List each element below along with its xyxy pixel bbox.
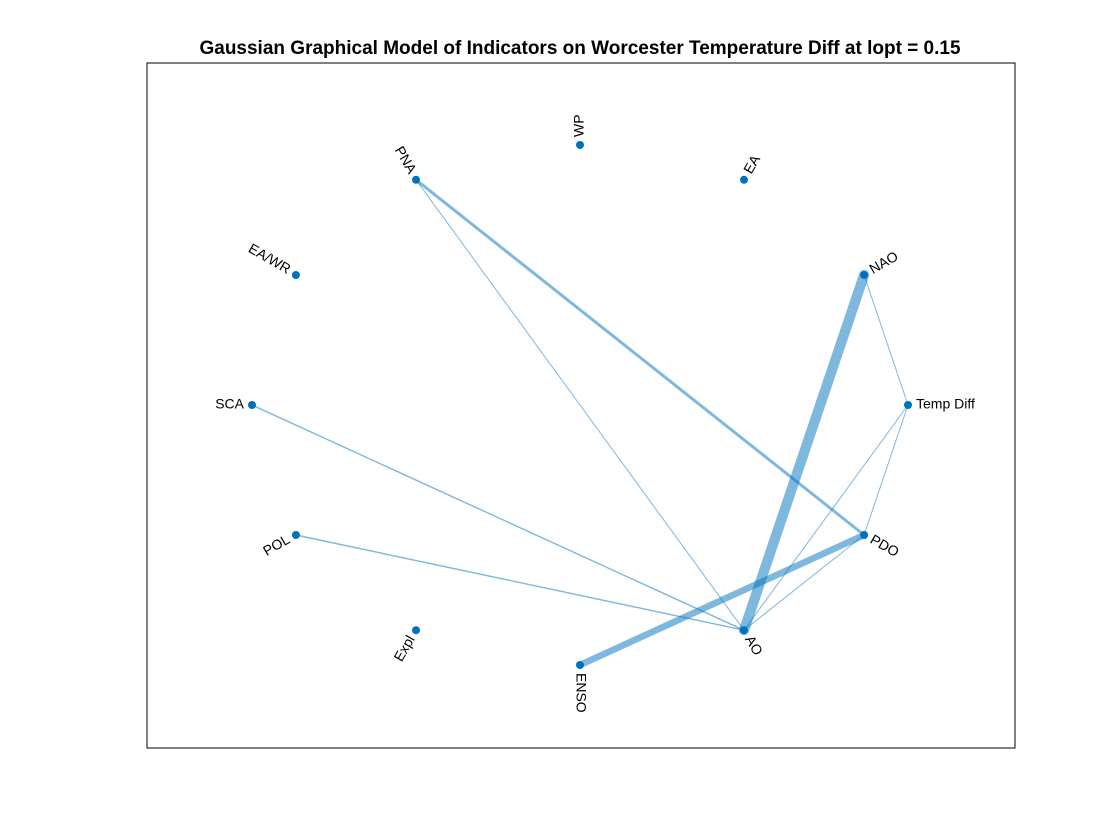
nodes-layer	[248, 141, 912, 669]
chart-title: Gaussian Graphical Model of Indicators o…	[199, 38, 960, 59]
edge-pdo-ao	[743, 534, 865, 631]
edge-pna-pdo	[414, 178, 866, 537]
edge-sca-ao	[251, 404, 745, 631]
node-nao	[860, 271, 869, 279]
edge-temp-diff-ao	[743, 404, 909, 631]
edge-nao-temp-diff	[863, 274, 909, 406]
node-pdo	[860, 531, 869, 539]
node-ao	[740, 626, 748, 635]
node-pna	[412, 175, 420, 184]
node-label-enso: ENSO	[573, 673, 589, 713]
node-sca	[248, 401, 256, 409]
node-pol	[291, 531, 300, 539]
edge-pol-ao	[295, 534, 745, 631]
edge-pna-ao	[415, 179, 745, 631]
node-label-wp: WP	[571, 114, 587, 137]
node-wp	[576, 141, 584, 149]
edge-nao-ao	[738, 269, 870, 636]
node-expl	[412, 626, 420, 635]
edges-layer	[251, 178, 909, 669]
node-temp-diff	[904, 401, 912, 409]
node-label-sca: SCA	[215, 396, 244, 412]
axes-box	[146, 62, 1016, 749]
edge-temp-diff-pdo	[863, 404, 909, 536]
node-label-temp-diff: Temp Diff	[916, 396, 975, 412]
node-enso	[576, 661, 584, 669]
node-eawr	[291, 271, 300, 279]
node-ea	[740, 175, 748, 184]
